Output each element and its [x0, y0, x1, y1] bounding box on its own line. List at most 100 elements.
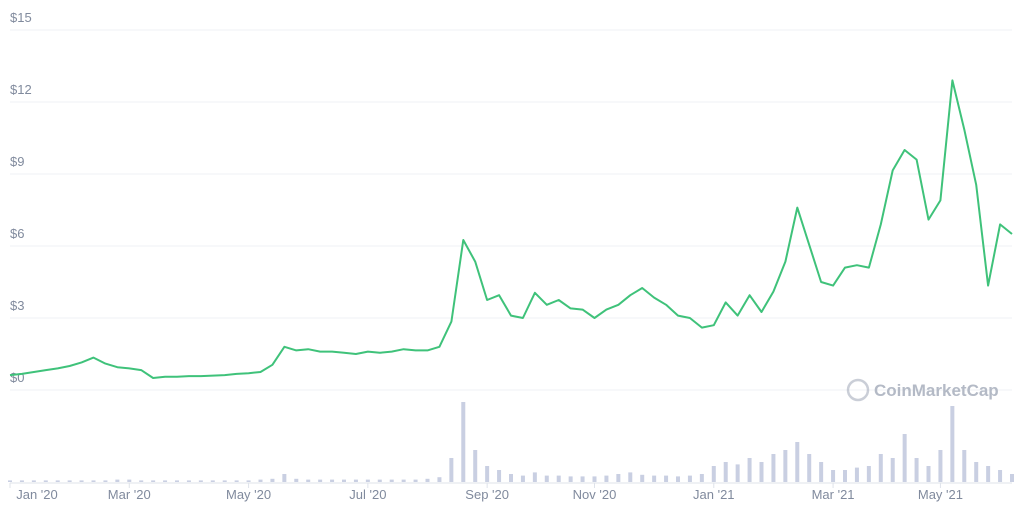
volume-bar — [234, 480, 239, 482]
volume-bar — [127, 479, 132, 482]
volume-bar — [914, 458, 919, 482]
volume-bar — [115, 479, 120, 482]
price-line — [9, 79, 1013, 379]
x-tick-label: Jan '21 — [693, 487, 735, 502]
volume-bar — [365, 479, 370, 482]
y-tick-label: $0 — [10, 370, 24, 385]
volume-bar — [79, 480, 84, 482]
volume-bar — [699, 474, 704, 482]
x-tick-label: Nov '20 — [573, 487, 617, 502]
volume-bar — [783, 450, 788, 482]
volume-bar — [1010, 474, 1014, 482]
volume-bar — [282, 474, 287, 482]
volume-bar — [974, 462, 979, 482]
volume-bar — [342, 479, 346, 482]
volume-bar — [592, 476, 597, 482]
y-tick-label: $12 — [10, 82, 32, 97]
volume-bar — [401, 479, 406, 482]
volume-bar — [890, 458, 895, 482]
volume-bar — [198, 480, 203, 482]
volume-bar — [389, 479, 394, 482]
volume-bar — [711, 466, 716, 482]
volume-bar — [19, 480, 24, 482]
volume-bar — [520, 475, 525, 482]
volume-bar — [866, 466, 871, 482]
volume-bar — [330, 479, 335, 482]
volume-bar — [497, 470, 502, 482]
y-tick-label: $15 — [10, 10, 32, 25]
y-tick-label: $3 — [10, 298, 24, 313]
volume-bar — [353, 479, 358, 482]
x-tick-label: Jan '20 — [16, 487, 58, 502]
volume-bar — [687, 475, 692, 482]
volume-bar — [258, 479, 263, 482]
volume-bar — [163, 480, 168, 482]
volume-bar — [532, 472, 537, 482]
watermark-text: CoinMarketCap — [874, 381, 999, 400]
volume-bar — [938, 450, 943, 482]
volume-bar — [425, 478, 430, 482]
volume-bar — [461, 402, 466, 482]
volume-bar — [449, 458, 454, 482]
x-tick-label: Sep '20 — [465, 487, 509, 502]
volume-bar — [151, 480, 156, 482]
volume-bar — [437, 477, 442, 482]
volume-bar — [926, 466, 931, 482]
volume-bar — [962, 450, 967, 482]
volume-bar — [294, 478, 299, 482]
volume-bar — [139, 480, 144, 482]
volume-bar — [544, 475, 549, 482]
y-tick-label: $6 — [10, 226, 24, 241]
volume-bar — [831, 470, 836, 482]
volume-bar — [950, 406, 955, 482]
volume-bar — [186, 480, 191, 482]
volume-bar — [175, 480, 179, 482]
volume-bar — [31, 480, 36, 482]
volume-bar — [568, 476, 573, 482]
volume-bar — [413, 479, 418, 482]
x-tick-label: Jul '20 — [349, 487, 386, 502]
volume-bar — [556, 475, 561, 482]
volume-bar — [878, 454, 883, 482]
volume-bar — [759, 462, 764, 482]
x-tick-label: Mar '20 — [108, 487, 151, 502]
volume-bar — [91, 480, 96, 482]
volume-bar — [222, 480, 227, 482]
volume-bar — [723, 462, 728, 482]
volume-bar — [771, 454, 776, 482]
volume-bar — [55, 480, 60, 482]
y-tick-label: $9 — [10, 154, 24, 169]
volume-bar — [306, 479, 311, 482]
volume-bar — [735, 464, 740, 482]
volume-bar — [43, 480, 48, 482]
volume-bar — [616, 474, 621, 482]
volume-bar — [795, 442, 800, 482]
volume-bar — [664, 475, 669, 482]
volume-bar — [854, 467, 859, 482]
volume-bar — [485, 466, 490, 482]
volume-bar — [509, 474, 513, 482]
watermark — [846, 378, 870, 402]
x-tick-label: May '20 — [226, 487, 271, 502]
volume-bar — [628, 472, 633, 482]
volume-bar — [652, 475, 657, 482]
watermark-logo — [846, 378, 870, 402]
volume-bar — [819, 462, 824, 482]
volume-bar — [986, 466, 991, 482]
volume-bar — [807, 454, 812, 482]
volume-bar — [103, 480, 108, 482]
volume-bar — [210, 480, 215, 482]
volume-bar — [843, 470, 847, 482]
volume-bar — [270, 478, 275, 482]
volume-bar — [747, 458, 752, 482]
volume-bar — [318, 479, 323, 482]
volume-bar — [998, 470, 1003, 482]
volume-bar — [604, 475, 609, 482]
volume-bar — [902, 434, 907, 482]
volume-bar — [377, 479, 382, 482]
volume-bar — [8, 480, 12, 482]
volume-bar — [580, 476, 585, 482]
volume-bar — [640, 474, 645, 482]
